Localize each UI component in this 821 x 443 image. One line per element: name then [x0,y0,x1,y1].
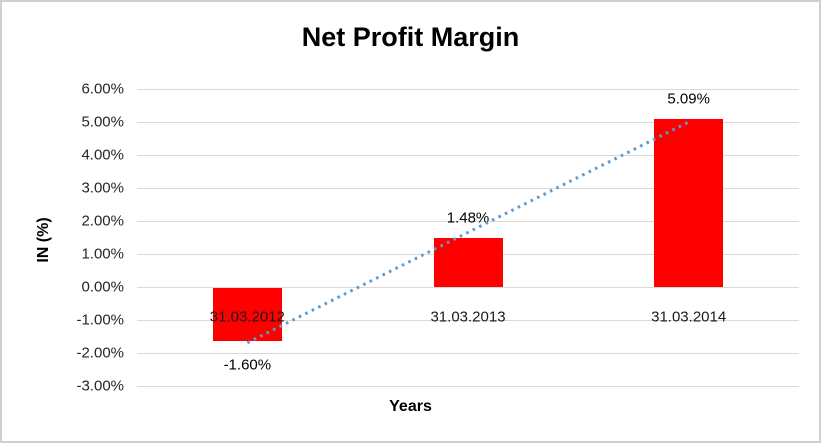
data-label: 1.48% [446,209,490,227]
data-label: -1.60% [223,356,272,374]
bar-31.03.2014 [654,119,723,287]
gridline [137,89,799,90]
y-tick-label: 6.00% [81,80,124,98]
chart-title: Net Profit Margin [301,22,520,52]
x-axis-title: Years [389,398,432,415]
y-axis-title: IN (%) [35,217,52,263]
y-tick-label: -3.00% [76,377,124,395]
y-tick-label: 1.00% [81,245,124,263]
y-tick-label: 3.00% [81,179,124,197]
y-tick-label: 2.00% [81,212,124,230]
gridline [137,353,799,354]
y-tick-label: 0.00% [81,278,124,296]
category-label: 31.03.2012 [209,308,285,326]
gridline [137,386,799,387]
category-label: 31.03.2014 [651,308,727,326]
bar-31.03.2013 [434,238,503,287]
data-label: 5.09% [667,90,710,108]
y-tick-label: -2.00% [76,344,124,362]
category-label: 31.03.2013 [430,308,506,326]
y-tick-label: -1.00% [76,311,124,329]
y-tick-label: 5.00% [81,113,124,131]
y-tick-label: 4.00% [81,146,124,164]
